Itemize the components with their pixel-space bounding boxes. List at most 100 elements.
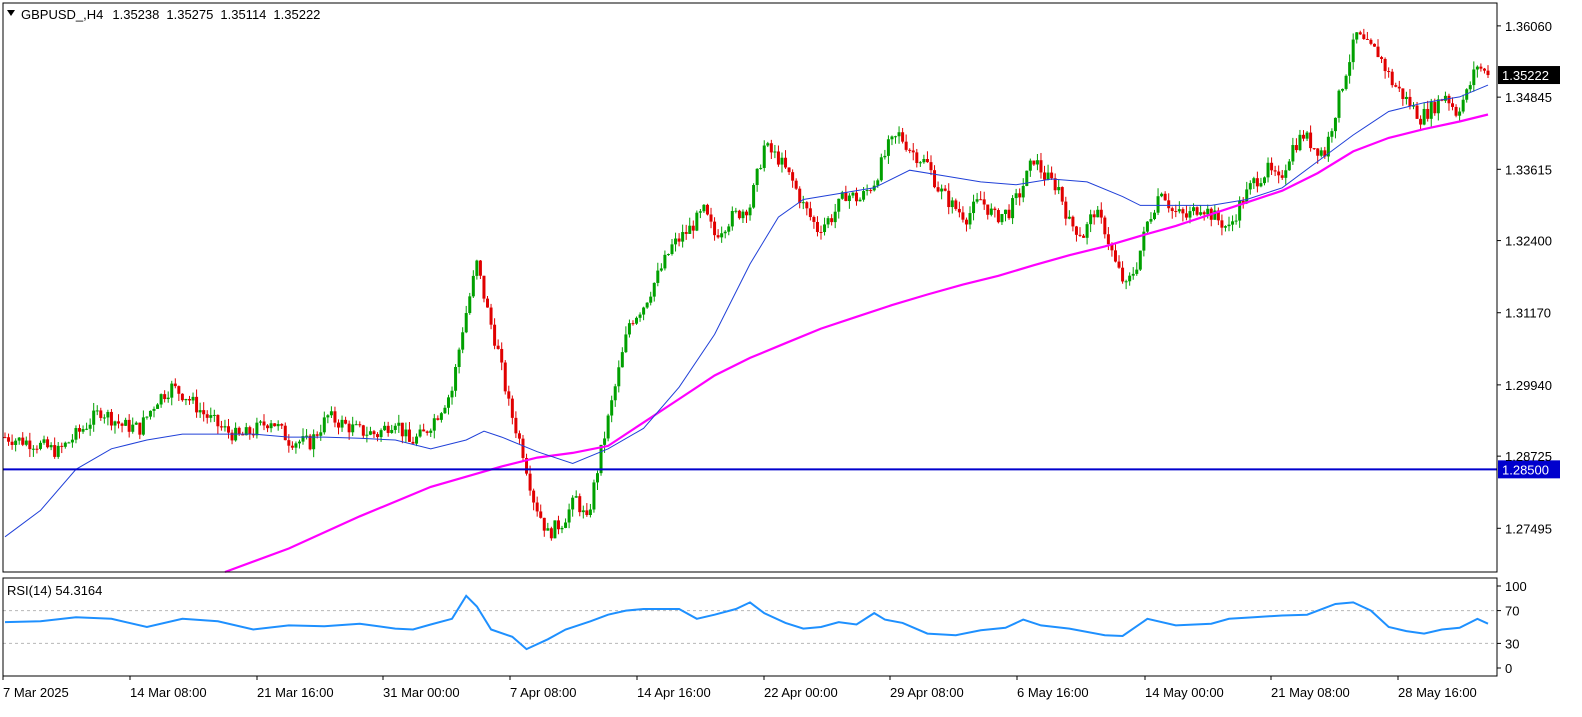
candle-body: [191, 396, 195, 401]
candle-body: [432, 418, 436, 431]
candle-body: [1454, 106, 1458, 116]
candle-body: [631, 323, 635, 325]
candle-body: [514, 417, 518, 434]
candle-body: [1273, 170, 1277, 172]
candle-body: [1231, 221, 1235, 225]
candle-body: [705, 204, 709, 215]
candle-body: [972, 201, 976, 214]
candle-body: [1167, 200, 1171, 209]
candle-body: [663, 254, 667, 269]
candle-body: [1255, 178, 1259, 187]
candle-body: [553, 520, 557, 539]
candle-body: [975, 199, 979, 202]
candle-body: [198, 410, 202, 413]
candle-body: [911, 150, 915, 153]
candle-body: [202, 410, 206, 415]
candle-body: [237, 427, 241, 435]
candle-body: [773, 151, 777, 153]
candle-body: [1447, 95, 1451, 104]
time-tick-label: 21 Mar 16:00: [257, 685, 334, 700]
candle-body: [1078, 234, 1082, 236]
candle-body: [894, 136, 898, 138]
candle-body: [134, 422, 138, 425]
candle-body: [702, 204, 706, 212]
candle-body: [1451, 103, 1455, 107]
candle-body: [1117, 261, 1121, 268]
candle-body: [993, 208, 997, 211]
candle-body: [297, 441, 301, 444]
candle-body: [666, 254, 670, 256]
candle-body: [1124, 281, 1128, 283]
candle-body: [415, 436, 419, 444]
candle-body: [635, 317, 639, 324]
candle-body: [556, 520, 560, 530]
candle-body: [961, 212, 965, 220]
candle-body: [1252, 178, 1256, 184]
candle-body: [1333, 117, 1337, 132]
candle-body: [1394, 85, 1398, 87]
candle-body: [542, 517, 546, 531]
candle-body: [319, 432, 323, 436]
candle-body: [1092, 214, 1096, 218]
candle-body: [1096, 209, 1100, 218]
time-tick-label: 22 Apr 00:00: [764, 685, 838, 700]
candle-body: [670, 244, 674, 255]
candle-body: [525, 457, 529, 474]
candle-body: [95, 410, 99, 412]
candle-body: [1177, 209, 1181, 212]
candle-body: [315, 434, 319, 436]
candle-body: [478, 260, 482, 276]
candle-body: [287, 440, 291, 446]
current-price-label: 1.35222: [1502, 68, 1549, 83]
candle-body: [1419, 118, 1423, 125]
candle-body: [184, 399, 188, 401]
candle-body: [1039, 160, 1043, 173]
candle-body: [1316, 148, 1320, 156]
candle-body: [283, 425, 287, 441]
candle-body: [1401, 88, 1405, 100]
candle-body: [1277, 171, 1281, 176]
candle-body: [1291, 145, 1295, 162]
candle-body: [964, 219, 968, 225]
candle-body: [446, 397, 450, 408]
candle-body: [471, 275, 475, 297]
candle-body: [766, 143, 770, 146]
candle-body: [24, 440, 28, 445]
candle-body: [131, 424, 135, 432]
candle-body: [837, 198, 841, 212]
candle-body: [10, 441, 14, 445]
candle-body: [691, 225, 695, 231]
candle-body: [681, 232, 685, 242]
time-tick-label: 21 May 08:00: [1271, 685, 1350, 700]
candle-body: [794, 180, 798, 189]
candle-body: [1355, 32, 1359, 40]
candle-body: [638, 314, 642, 318]
candle-body: [358, 424, 362, 426]
candle-body: [1174, 211, 1178, 213]
candle-body: [383, 425, 387, 431]
candle-body: [1003, 209, 1007, 215]
candle-body: [1064, 201, 1068, 219]
rsi-label: RSI(14) 54.3164: [7, 583, 102, 598]
candle-body: [127, 419, 131, 432]
candle-body: [599, 444, 603, 474]
candle-body: [1011, 198, 1015, 219]
candle-body: [879, 157, 883, 181]
candle-body: [642, 307, 646, 315]
candle-body: [159, 394, 163, 405]
candle-body: [936, 187, 940, 192]
candle-body: [752, 185, 756, 208]
candle-body: [141, 417, 145, 435]
candle-body: [1216, 210, 1220, 221]
time-tick-label: 14 May 00:00: [1145, 685, 1224, 700]
candle-body: [695, 212, 699, 231]
candle-body: [1199, 212, 1203, 215]
rsi-tick-label: 30: [1505, 636, 1519, 651]
candle-body: [400, 422, 404, 437]
candle-body: [1163, 193, 1167, 201]
candle-body: [876, 180, 880, 186]
candle-body: [617, 367, 621, 387]
collapse-triangle-icon[interactable]: [7, 10, 15, 16]
candle-body: [1050, 172, 1054, 179]
